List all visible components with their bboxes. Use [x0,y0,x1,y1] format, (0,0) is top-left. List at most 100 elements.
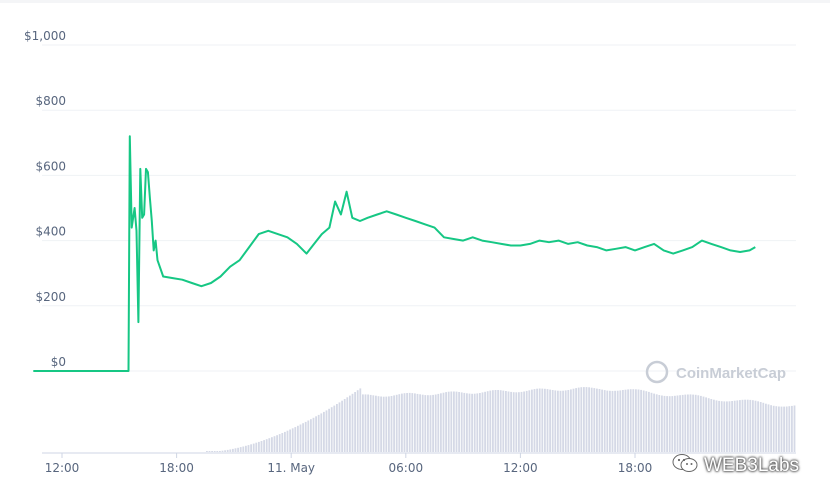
volume-bar [754,400,757,452]
volume-bar [668,396,671,452]
volume-bar [325,410,328,452]
volume-bar [528,390,531,452]
volume-bar [619,390,622,452]
volume-bar [788,406,791,452]
volume-bar [208,451,211,452]
volume-bar [536,388,538,452]
volume-bar [271,437,273,452]
volume-bar [650,392,653,452]
x-tick-label: 12:00 [503,461,538,475]
volume-bar [627,389,629,452]
volume-bar [702,396,705,452]
volume-bar [369,394,372,452]
volume-bar [237,447,239,452]
volume-bar [294,427,297,452]
volume-bar [588,387,590,452]
volume-bar [416,393,419,452]
volume-bar [317,414,320,452]
volume-bar [780,406,783,452]
volume-bar [765,403,767,452]
volume-bar [736,400,739,452]
volume-bar [783,406,785,452]
volume-bar [234,448,237,452]
volume-bar [281,433,284,452]
wechat-source-overlay: WEB3Labs [672,453,799,479]
volume-bar [494,390,497,452]
volume-bar [692,394,694,452]
volume-bar [421,394,424,452]
volume-bar [445,392,447,452]
volume-bar [411,393,414,452]
volume-bar [302,423,304,452]
volume-bar [359,388,362,452]
volume-bar [518,392,520,452]
volume-bar [310,419,312,452]
x-tick-label: 18:00 [159,461,194,475]
volume-bar [380,396,382,452]
volume-bar [707,398,710,452]
watermark-text: CoinMarketCap [676,365,786,382]
volume-bar [299,424,302,452]
volume-bar [770,405,772,452]
volume-bar [429,395,432,452]
volume-bar [419,394,421,452]
volume-bar [497,390,499,452]
volume-bar [247,445,250,452]
volume-bar [512,392,515,452]
volume-bar [458,392,460,452]
volume-bar [718,400,720,452]
volume-bar [304,421,307,452]
volume-bar [252,443,255,452]
volume-bar [533,389,536,452]
volume-bar [611,390,614,452]
volume-bar [398,394,401,452]
volume-bar [598,389,601,452]
volume-bar [544,388,546,452]
volume-bar [481,392,484,452]
volume-bar [616,390,619,452]
volume-bar [661,395,663,452]
volume-bar [372,395,375,452]
volume-bar [549,389,551,452]
volume-bar [663,395,666,452]
volume-bar [684,394,687,452]
volume-bar [434,394,437,452]
volume-bar [255,442,258,452]
volume-bar [226,449,229,452]
volume-bar [671,396,674,452]
volume-bar [541,388,544,452]
volume-bar [346,397,349,452]
volume-bar [757,401,759,452]
y-tick-label: $400 [35,225,66,239]
volume-bar [791,405,793,452]
volume-bar [775,406,778,452]
volume-bar [393,395,395,452]
volume-bar [507,391,510,452]
volume-bar [739,400,741,452]
volume-bar [557,390,559,452]
volume-bar [468,393,471,452]
volume-bar [221,450,224,452]
volume-bar [731,401,733,452]
volume-bar [224,450,226,452]
volume-bar [351,393,354,452]
volume-bar [551,390,554,452]
volume-bar [635,389,637,452]
volume-bar [583,387,585,452]
volume-bar [525,390,528,452]
volume-bar [216,451,219,452]
volume-bar [211,451,213,452]
volume-bar [320,413,323,452]
volume-bar [715,400,718,452]
volume-bar [364,394,367,452]
volume-bar [333,405,336,452]
volume-bar [466,393,468,452]
volume-bar [629,389,632,452]
volume-bar [575,388,577,452]
volume-bar [479,393,481,452]
volume-bar [330,407,333,452]
volume-bar [390,396,393,452]
volume-bar [676,395,679,452]
volume-bar [762,402,765,452]
y-tick-label: $800 [35,94,66,108]
